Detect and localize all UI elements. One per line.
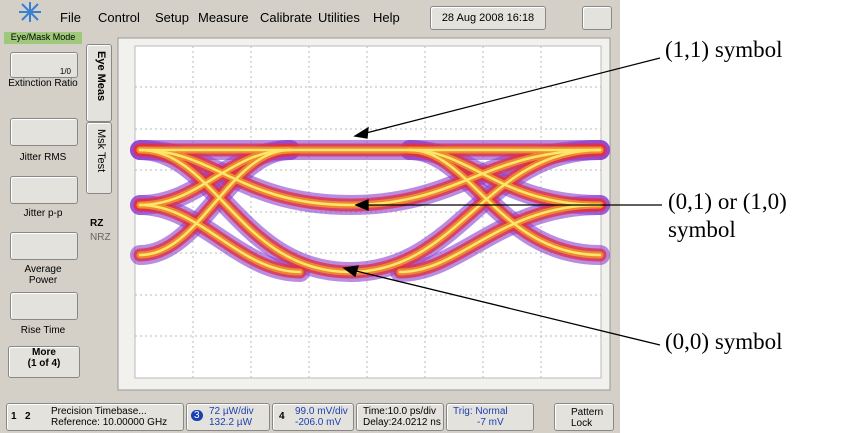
menu-item[interactable]: Help (373, 10, 400, 25)
reference: Reference: 10.00000 GHz (51, 417, 168, 428)
eye-trace (138, 148, 602, 207)
format-option[interactable]: RZ (90, 218, 104, 229)
eye-diagram (130, 140, 610, 283)
arrows (342, 57, 662, 346)
timebase: Precision Timebase... (51, 406, 147, 417)
more-label: More (32, 347, 56, 358)
channel: 4 (279, 411, 285, 422)
measure-icon[interactable] (10, 292, 78, 320)
trigger-box[interactable]: Trig: Normal -7 mV (446, 403, 534, 431)
menu-item[interactable]: Calibrate (260, 10, 313, 25)
eye-trace (138, 148, 602, 257)
measure-label: Average Power (24, 264, 62, 286)
scale: 72 µW/div (209, 406, 254, 417)
time: Time:10.0 ps/div (363, 406, 436, 417)
icon-text: 1/0 (59, 67, 71, 76)
delay: Delay:24.0212 ns (363, 417, 441, 428)
measure-label: Extinction Ratio (8, 78, 78, 89)
menu-item[interactable]: Measure (198, 10, 249, 25)
tab[interactable]: Msk Test (86, 122, 112, 194)
mode-label: Eye/Mask Mode (4, 32, 82, 44)
menu-item[interactable]: File (60, 10, 81, 25)
timebase-box[interactable]: 1 2 Precision Timebase... Reference: 10.… (6, 403, 184, 431)
measure-label: Rise Time (20, 325, 66, 336)
measure-label: Jitter p-p (23, 208, 63, 219)
format-option[interactable]: NRZ (90, 232, 111, 243)
channel: 3 (191, 410, 203, 421)
tab-label: Eye Meas (95, 51, 107, 102)
eye-trace (138, 148, 602, 207)
measure-icon[interactable] (10, 232, 78, 260)
more-button[interactable]: More (1 of 4) (8, 346, 80, 378)
ch4-box[interactable]: 4 99.0 mV/div -206.0 mV (272, 403, 354, 431)
annotation: (0,1) or (1,0) symbol (668, 189, 787, 242)
annotation: (1,1) symbol (665, 37, 783, 62)
annotation: (0,0) symbol (665, 329, 783, 354)
menu-item[interactable]: Control (98, 10, 140, 25)
measure-icon[interactable] (10, 176, 78, 204)
datetime: 28 Aug 2008 16:18 (430, 6, 546, 30)
channel: 2 (25, 411, 31, 422)
tab-label: Msk Test (95, 129, 107, 173)
logo (19, 2, 41, 22)
tab[interactable]: Eye Meas (86, 44, 112, 122)
minimize-button[interactable] (582, 6, 612, 30)
trigger: Trig: Normal (453, 406, 508, 417)
scale: 99.0 mV/div (295, 406, 348, 417)
measure-icon[interactable] (10, 118, 78, 146)
offset: 132.2 µW (209, 417, 253, 428)
menu-item[interactable]: Utilities (318, 10, 360, 25)
offset: -206.0 mV (295, 417, 342, 428)
measure-icon[interactable]: 1/0 (10, 52, 78, 78)
measure-label: Jitter RMS (19, 152, 67, 163)
pattern-label: Pattern Lock (571, 407, 604, 429)
trigger-level: -7 mV (477, 417, 504, 428)
channel: 1 (11, 411, 17, 422)
more-page: (1 of 4) (27, 358, 61, 369)
time-box[interactable]: Time:10.0 ps/div Delay:24.0212 ns (356, 403, 444, 431)
pattern-lock[interactable]: Pattern Lock (554, 403, 614, 431)
menu-item[interactable]: Setup (155, 10, 189, 25)
eye-trace (138, 203, 602, 274)
ch3-box[interactable]: 3 72 µW/div 132.2 µW (186, 403, 270, 431)
